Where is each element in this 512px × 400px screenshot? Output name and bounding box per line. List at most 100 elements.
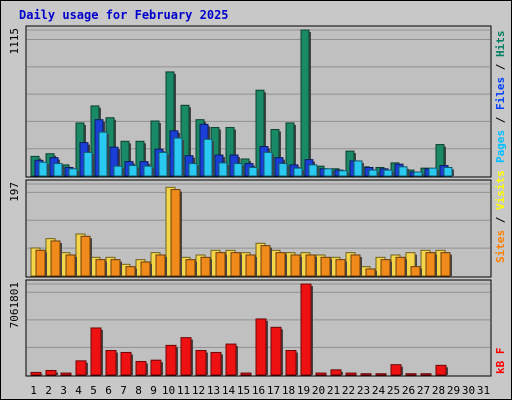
x-tick-day-18: 18: [282, 384, 295, 397]
bar-kbytes-kbytes-day-11: [180, 337, 193, 376]
x-tick-day-3: 3: [60, 384, 67, 397]
bar-visits-sites-day-18-fill: [290, 254, 301, 277]
bar-kbytes-kbytes-day-27: [420, 373, 432, 376]
legend-traffic-files: Files: [494, 77, 507, 110]
bar-traffic-pages-day-9: [158, 151, 169, 177]
bar-traffic-pages-day-8: [143, 165, 154, 177]
x-tick-day-28: 28: [432, 384, 445, 397]
bar-kbytes-kbytes-day-25-fill: [390, 364, 402, 376]
bar-traffic-pages-day-20: [323, 168, 334, 177]
x-tick-day-2: 2: [45, 384, 52, 397]
bar-visits-sites-day-21: [335, 259, 347, 277]
bar-visits-sites-day-8: [140, 261, 152, 277]
bar-kbytes-kbytes-day-25: [390, 364, 403, 376]
x-tick-day-15: 15: [237, 384, 250, 397]
x-tick-day-22: 22: [342, 384, 355, 397]
bar-kbytes-kbytes-day-2: [45, 369, 58, 376]
bar-visits-sites-day-28: [440, 252, 452, 277]
x-tick-day-14: 14: [222, 384, 236, 397]
bar-visits-sites-day-2: [50, 240, 62, 277]
panel-kbytes-legend: kB F: [494, 348, 507, 375]
bar-visits-sites-day-13: [215, 252, 227, 277]
bar-visits-sites-day-11: [185, 259, 197, 277]
bar-kbytes-kbytes-day-7: [120, 351, 133, 376]
x-tick-day-12: 12: [192, 384, 205, 397]
legend-kbytes-label: kB F: [494, 348, 507, 375]
bar-visits-sites-day-25: [395, 256, 407, 277]
bar-kbytes-kbytes-day-6: [105, 350, 118, 376]
bar-kbytes-kbytes-day-1-fill: [30, 371, 42, 376]
bar-traffic-pages-day-21-fill: [338, 170, 348, 177]
bar-visits-sites-day-17-fill: [275, 252, 286, 277]
legend-visits-sites: Sites: [494, 230, 507, 263]
bar-visits-sites-day-16-fill: [260, 245, 271, 277]
bar-kbytes-kbytes-day-23: [360, 373, 372, 376]
bar-kbytes-kbytes-day-14: [225, 343, 238, 376]
bar-kbytes-kbytes-day-10: [165, 344, 178, 376]
bar-visits-sites-day-7: [125, 266, 137, 277]
bar-traffic-pages-day-5-fill: [98, 131, 108, 177]
bar-visits-sites-day-23: [365, 268, 377, 277]
bar-kbytes-kbytes-day-13: [210, 351, 223, 376]
bar-visits-sites-day-5-fill: [95, 259, 106, 277]
bar-traffic-pages-day-24-fill: [383, 169, 393, 177]
bar-visits-sites-day-4: [80, 235, 92, 277]
bar-visits-sites-day-26: [410, 266, 422, 277]
x-tick-day-26: 26: [402, 384, 415, 397]
bar-traffic-pages-day-10-fill: [173, 137, 183, 177]
x-tick-day-8: 8: [135, 384, 142, 397]
bar-visits-sites-day-26-fill: [410, 266, 421, 277]
bar-kbytes-kbytes-day-13-fill: [210, 351, 222, 376]
panel-kbytes-max-label: 7061801: [8, 282, 21, 328]
bar-kbytes-kbytes-day-26-fill: [405, 373, 417, 376]
bar-kbytes-kbytes-day-28: [435, 364, 448, 376]
x-tick-day-20: 20: [312, 384, 325, 397]
bar-traffic-pages-day-6-fill: [113, 165, 123, 177]
bar-visits-sites-day-14: [230, 252, 242, 277]
x-tick-day-24: 24: [372, 384, 386, 397]
bar-traffic-pages-day-1-fill: [38, 161, 48, 177]
bar-visits-sites-day-10-fill: [170, 189, 181, 277]
bar-visits-sites-day-16: [260, 245, 272, 277]
bar-visits-sites-day-22: [350, 254, 362, 277]
legend-traffic-hits: Hits: [494, 31, 507, 58]
bar-traffic-pages-day-7-fill: [128, 165, 138, 177]
bar-kbytes-kbytes-day-5-fill: [90, 327, 102, 376]
bar-visits-sites-day-1: [35, 249, 47, 277]
bar-kbytes-kbytes-day-16-fill: [255, 318, 267, 376]
x-tick-day-9: 9: [150, 384, 157, 397]
bar-traffic-pages-day-15-fill: [248, 166, 258, 177]
bar-visits-sites-day-13-fill: [215, 252, 226, 277]
bar-kbytes-kbytes-day-12-fill: [195, 350, 207, 376]
bar-traffic-hits-day-19-fill: [300, 29, 310, 177]
bar-visits-sites-day-25-fill: [395, 256, 406, 277]
bar-traffic-pages-day-1: [38, 161, 49, 177]
bar-kbytes-kbytes-day-18-fill: [285, 350, 297, 376]
legend-traffic-separator: /: [494, 110, 507, 130]
bar-kbytes-kbytes-day-23-fill: [360, 373, 372, 376]
x-tick-day-13: 13: [207, 384, 220, 397]
bar-kbytes-kbytes-day-27-fill: [420, 373, 432, 376]
bar-visits-sites-day-20-fill: [320, 256, 331, 277]
bar-visits-sites-day-24: [380, 259, 392, 277]
bar-traffic-pages-day-17-fill: [278, 163, 288, 177]
bar-visits-sites-day-15-fill: [245, 254, 256, 277]
bar-kbytes-kbytes-day-7-fill: [120, 351, 132, 376]
bar-kbytes-kbytes-day-11-fill: [180, 337, 192, 376]
bar-visits-sites-day-6: [110, 259, 122, 277]
bar-traffic-pages-day-7: [128, 165, 139, 177]
bar-kbytes-kbytes-day-8: [135, 360, 148, 376]
bar-kbytes-kbytes-day-3-fill: [60, 372, 72, 376]
x-tick-day-25: 25: [387, 384, 400, 397]
bar-traffic-pages-day-27: [428, 167, 439, 177]
bar-traffic-pages-day-28-fill: [443, 166, 453, 177]
bar-kbytes-kbytes-day-22-fill: [345, 372, 357, 376]
bar-kbytes-kbytes-day-2-fill: [45, 369, 57, 376]
bar-traffic-pages-day-4: [83, 151, 94, 177]
bar-kbytes-kbytes-day-21-fill: [330, 369, 342, 376]
bar-visits-sites-day-12: [200, 256, 212, 277]
bar-traffic-pages-day-16: [263, 151, 274, 177]
bar-traffic-pages-day-2: [53, 163, 64, 177]
panel-traffic-legend: Pages / Files / Hits: [494, 31, 507, 164]
bar-visits-sites-day-12-fill: [200, 256, 211, 277]
